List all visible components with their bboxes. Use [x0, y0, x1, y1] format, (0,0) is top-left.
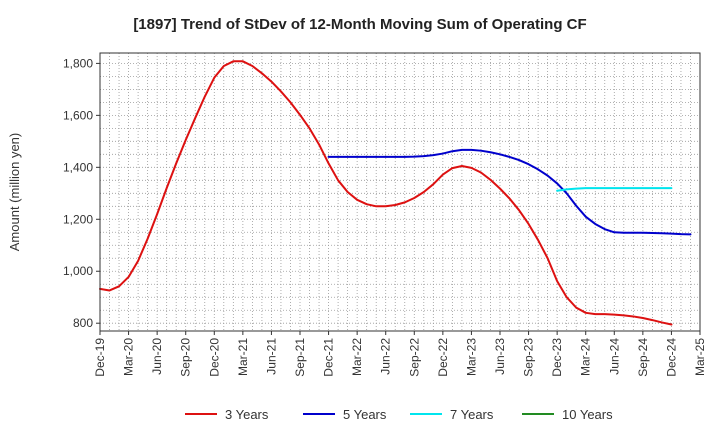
x-tick-label: Mar-23	[464, 338, 478, 376]
x-tick-label: Jun-24	[607, 338, 621, 375]
x-tick-label: Sep-20	[179, 338, 193, 377]
x-tick-label: Jun-22	[379, 338, 393, 375]
x-tick-label: Mar-25	[693, 338, 707, 376]
legend-label: 10 Years	[562, 407, 613, 422]
x-tick-label: Dec-21	[322, 338, 336, 377]
series-line-7-years	[556, 187, 673, 192]
x-tick-label: Dec-20	[207, 338, 221, 377]
x-tick-label: Mar-24	[579, 338, 593, 376]
x-tick-label: Sep-22	[407, 338, 421, 377]
y-tick-label: 1,600	[63, 108, 93, 122]
x-tick-label: Jun-21	[264, 338, 278, 375]
y-tick-label: 800	[73, 316, 93, 330]
x-tick-label: Dec-23	[550, 338, 564, 377]
series-line-5-years	[327, 148, 692, 236]
series-line-3-years	[99, 60, 673, 326]
x-tick-label: Jun-23	[493, 338, 507, 375]
x-tick-label: Dec-22	[436, 338, 450, 377]
y-axis: 800 1,000 1,200 1,400 1,600 1,800	[63, 56, 100, 330]
y-tick-label: 1,800	[63, 56, 93, 70]
chart-title: [1897] Trend of StDev of 12-Month Moving…	[133, 16, 586, 33]
series-layer	[99, 60, 692, 326]
x-tick-label: Sep-21	[293, 338, 307, 377]
y-tick-label: 1,400	[63, 160, 93, 174]
x-tick-label: Dec-19	[93, 338, 107, 377]
x-tick-label: Jun-20	[150, 338, 164, 375]
legend: 3 Years 5 Years 7 Years 10 Years	[185, 407, 613, 422]
x-axis: Dec-19 Mar-20 Jun-20 Sep-20 Dec-20 Mar-21 Jun-…	[93, 331, 707, 377]
legend-label: 3 Years	[225, 407, 269, 422]
y-tick-label: 1,000	[63, 264, 93, 278]
x-tick-label: Mar-22	[350, 338, 364, 376]
plot-frame	[99, 52, 701, 332]
y-axis-label: Amount (million yen)	[7, 133, 22, 252]
x-tick-label: Sep-24	[636, 338, 650, 377]
x-tick-label: Sep-23	[522, 338, 536, 377]
plot-area	[100, 53, 700, 331]
x-tick-label: Dec-24	[664, 338, 678, 377]
legend-label: 7 Years	[450, 407, 494, 422]
x-tick-label: Mar-20	[122, 338, 136, 376]
legend-label: 5 Years	[343, 407, 387, 422]
y-tick-label: 1,200	[63, 212, 93, 226]
x-tick-label: Mar-21	[236, 338, 250, 376]
